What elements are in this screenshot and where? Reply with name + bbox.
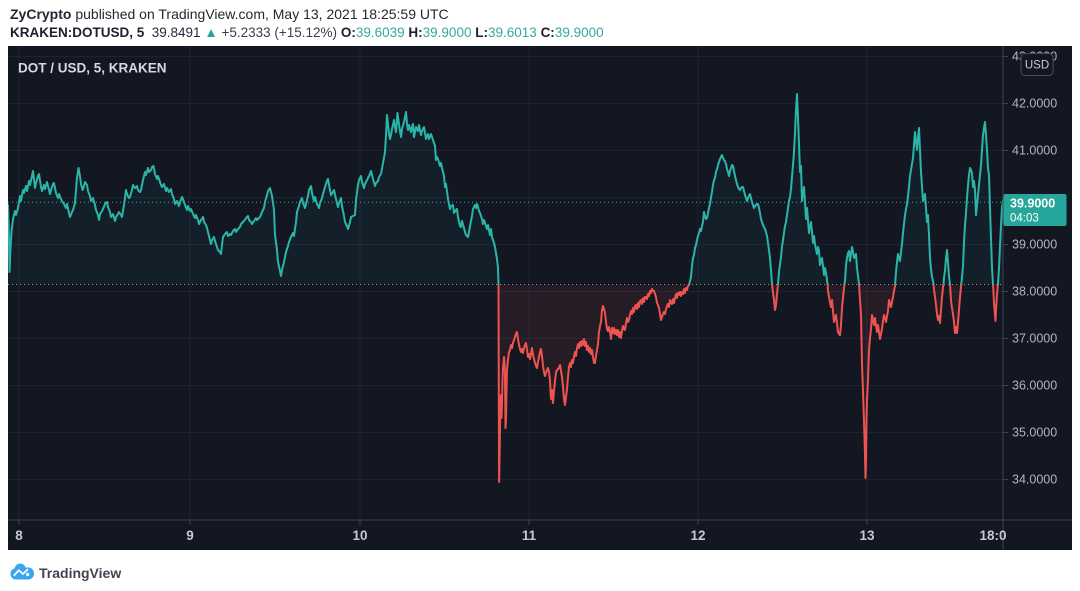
svg-text:38.0000: 38.0000 xyxy=(1012,285,1057,299)
svg-text:13: 13 xyxy=(859,528,875,543)
svg-text:USD: USD xyxy=(1025,60,1049,72)
svg-text:DOT / USD, 5, KRAKEN: DOT / USD, 5, KRAKEN xyxy=(18,61,167,76)
svg-text:37.0000: 37.0000 xyxy=(1012,332,1057,346)
svg-text:36.0000: 36.0000 xyxy=(1012,379,1057,393)
svg-text:18:0: 18:0 xyxy=(979,528,1006,543)
svg-text:34.0000: 34.0000 xyxy=(1012,473,1057,487)
svg-text:42.0000: 42.0000 xyxy=(1012,97,1057,111)
svg-text:12: 12 xyxy=(690,528,705,543)
svg-text:35.0000: 35.0000 xyxy=(1012,426,1057,440)
svg-text:41.0000: 41.0000 xyxy=(1012,144,1057,158)
svg-text:04:03: 04:03 xyxy=(1010,213,1039,225)
svg-text:8: 8 xyxy=(15,528,23,543)
svg-text:39.9000: 39.9000 xyxy=(1010,197,1055,211)
svg-text:9: 9 xyxy=(186,528,194,543)
svg-text:39.0000: 39.0000 xyxy=(1012,238,1057,252)
svg-text:11: 11 xyxy=(522,528,537,543)
svg-text:10: 10 xyxy=(352,528,367,543)
